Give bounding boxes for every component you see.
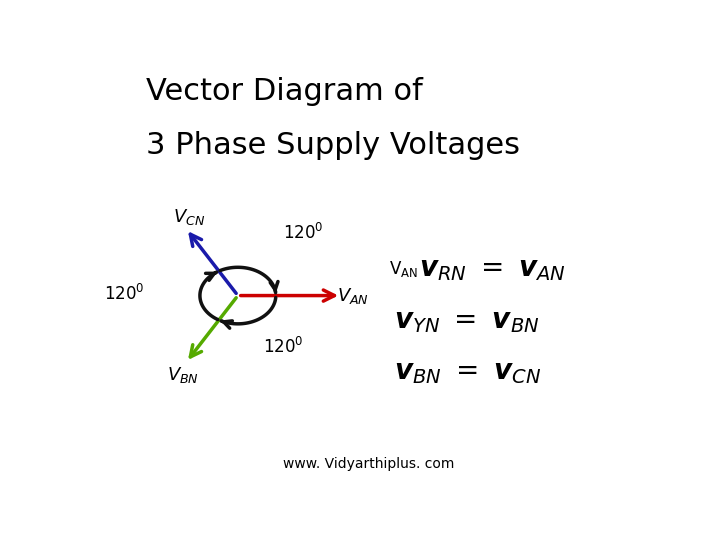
Text: $\boldsymbol{v}_{RN}\ =\ \boldsymbol{v}_{AN}$: $\boldsymbol{v}_{RN}\ =\ \boldsymbol{v}_… <box>419 254 566 282</box>
Text: $V_{BN}$: $V_{BN}$ <box>168 366 199 386</box>
Text: $120^0$: $120^0$ <box>263 336 304 357</box>
Text: 3 Phase Supply Voltages: 3 Phase Supply Voltages <box>145 131 520 160</box>
Text: $\mathrm{V_{AN}}$: $\mathrm{V_{AN}}$ <box>389 259 418 279</box>
Text: $\boldsymbol{v}_{YN}\ =\ \boldsymbol{v}_{BN}$: $\boldsymbol{v}_{YN}\ =\ \boldsymbol{v}_… <box>394 307 539 334</box>
Text: $V_{CN}$: $V_{CN}$ <box>173 207 205 227</box>
Text: $120^0$: $120^0$ <box>282 223 323 243</box>
Text: www. Vidyarthiplus. com: www. Vidyarthiplus. com <box>283 457 455 471</box>
Text: $\boldsymbol{v}_{BN}\ =\ \boldsymbol{v}_{CN}$: $\boldsymbol{v}_{BN}\ =\ \boldsymbol{v}_… <box>394 359 541 387</box>
Text: $120^0$: $120^0$ <box>104 284 144 303</box>
Text: Vector Diagram of: Vector Diagram of <box>145 77 423 106</box>
Text: $V_{AN}$: $V_{AN}$ <box>338 286 369 306</box>
